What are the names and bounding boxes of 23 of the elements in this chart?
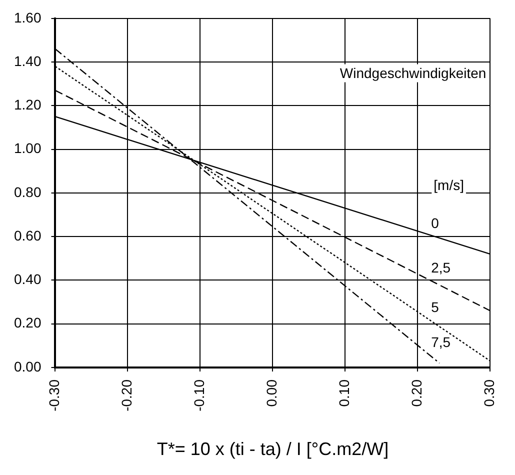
y-tick-label: 1.40 [14, 52, 42, 69]
x-tick-label: 0.00 [264, 379, 280, 407]
y-tick-label: 0.60 [14, 227, 42, 244]
y-tick-label: 1.60 [14, 9, 42, 26]
series-label: 2,5 [431, 260, 451, 276]
series-label: 0 [431, 214, 440, 231]
series-label: 7,5 [431, 334, 451, 350]
y-tick-label: 0.00 [14, 358, 42, 374]
series-label: 5 [431, 299, 440, 316]
x-tick-label: -0.20 [118, 379, 135, 412]
x-tick-label: -0.10 [191, 379, 208, 412]
y-tick-label: 1.00 [14, 140, 42, 156]
x-axis-title: T*= 10 x (ti - ta) / I [°C.m2/W] [156, 439, 389, 460]
y-tick-label: 1.20 [14, 96, 42, 113]
x-tick-label: 0.30 [481, 379, 498, 407]
y-tick-label: 0.40 [14, 271, 42, 288]
annotation: Windgeschwindigkeiten [340, 65, 486, 82]
x-tick-label: -0.30 [46, 379, 62, 412]
y-tick-label: 0.80 [14, 184, 42, 200]
annotation: [m/s] [434, 176, 464, 193]
y-tick-label: 0.20 [14, 314, 42, 331]
x-tick-label: 0.10 [336, 379, 352, 407]
x-tick-label: 0.20 [408, 379, 425, 407]
